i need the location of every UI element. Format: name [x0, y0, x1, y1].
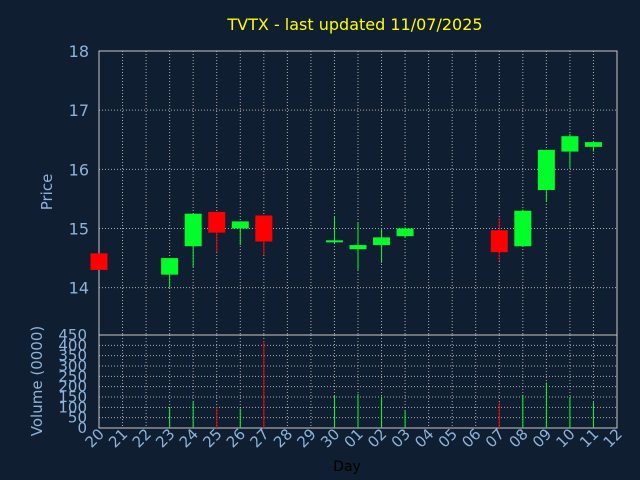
candle-body-30	[325, 240, 343, 243]
volume-tick-label: 400	[58, 336, 87, 354]
day-tick-label: 30	[317, 425, 343, 451]
candle-body-03	[396, 228, 414, 237]
day-tick-label: 12	[600, 425, 626, 451]
candle-body-02	[373, 237, 391, 246]
day-tick-label: 21	[105, 425, 131, 451]
candle-body-09	[537, 149, 555, 191]
day-tick-label: 04	[411, 425, 437, 451]
volume-tick-label: 250	[58, 367, 87, 385]
day-tick-label: 08	[505, 425, 531, 451]
day-axis-label: Day	[333, 459, 361, 475]
day-tick-label: 28	[270, 425, 296, 451]
candle-body-01	[349, 245, 367, 250]
day-tick-label: 11	[576, 425, 602, 451]
volume-tick-label: 150	[58, 388, 87, 406]
volume-tick-label: 200	[58, 378, 87, 396]
day-tick-label: 24	[176, 425, 202, 451]
candle-body-11	[584, 142, 602, 147]
price-tick-label: 15	[69, 220, 89, 239]
candle-body-26	[231, 221, 249, 229]
volume-tick-label: 300	[58, 357, 87, 375]
day-tick-label: 09	[529, 425, 555, 451]
candle-body-25	[208, 211, 226, 233]
volume-tick-label: 50	[68, 409, 87, 427]
day-tick-label: 07	[482, 425, 508, 451]
day-tick-label: 22	[129, 425, 155, 451]
volume-tick-label: 0	[77, 419, 87, 437]
candle-body-10	[561, 136, 579, 152]
day-tick-label: 10	[553, 425, 579, 451]
price-tick-label: 17	[69, 101, 89, 120]
price-tick-label: 16	[69, 160, 89, 179]
day-tick-label: 26	[223, 425, 249, 451]
price-tick-label: 14	[69, 279, 89, 298]
volume-axis-label: Volume (0000)	[28, 326, 46, 436]
chart-title: TVTX - last updated 11/07/2025	[226, 15, 482, 34]
day-tick-label: 25	[199, 425, 225, 451]
candle-body-07	[490, 230, 508, 253]
price-axis-label: Price	[38, 174, 56, 211]
volume-tick-label: 350	[58, 347, 87, 365]
candle-body-08	[514, 210, 532, 247]
price-panel: 14 15 16 17 18	[69, 42, 618, 336]
candle-body-23	[161, 258, 179, 275]
day-tick-label: 01	[341, 425, 367, 451]
volume-panel: 0501001502002503003504004502021222324252…	[58, 326, 625, 451]
day-tick-label: 27	[246, 425, 272, 451]
candle-body-20	[90, 253, 108, 270]
day-tick-label: 23	[152, 425, 178, 451]
candle-body-24	[184, 213, 202, 247]
day-tick-label: 05	[435, 425, 461, 451]
candle-body-27	[255, 215, 273, 242]
price-tick-label: 18	[69, 42, 89, 61]
day-tick-label: 02	[364, 425, 390, 451]
day-tick-label: 29	[294, 425, 320, 451]
day-tick-label: 03	[388, 425, 414, 451]
day-tick-label: 06	[458, 425, 484, 451]
volume-tick-label: 450	[58, 326, 87, 344]
volume-tick-label: 100	[58, 398, 87, 416]
